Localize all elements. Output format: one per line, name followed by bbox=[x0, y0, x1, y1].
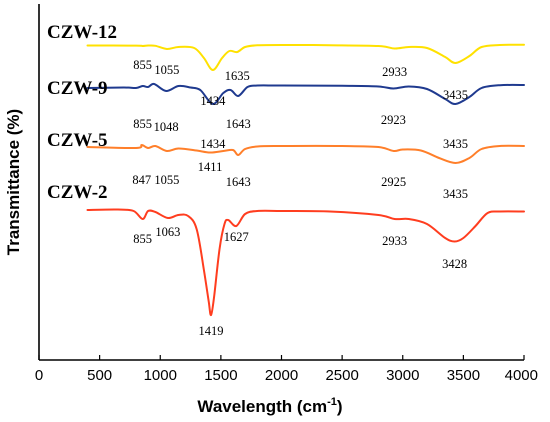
peak-label: 847 bbox=[132, 173, 151, 187]
series-label-czw-12: CZW-12 bbox=[47, 22, 117, 43]
peak-label: 855 bbox=[133, 232, 152, 246]
peak-label: 855 bbox=[133, 117, 152, 131]
x-tick-label: 3000 bbox=[386, 367, 419, 384]
series-labels: CZW-12 CZW-9 CZW-5 CZW-2 bbox=[47, 22, 117, 203]
peak-label: 1434 bbox=[200, 137, 226, 151]
series-label-czw-5: CZW-5 bbox=[47, 130, 108, 151]
peak-label: 855 bbox=[133, 58, 152, 72]
peak-label: 1434 bbox=[200, 94, 226, 108]
peak-label: 1055 bbox=[154, 63, 179, 77]
peak-label: 3435 bbox=[443, 187, 468, 201]
x-tick-label: 3500 bbox=[447, 367, 480, 384]
x-axis-title: Wavelength (cm-1) bbox=[197, 396, 342, 416]
axes bbox=[38, 4, 524, 361]
series-label-czw-9: CZW-9 bbox=[47, 78, 108, 99]
series-line-czw-12 bbox=[86, 43, 525, 71]
peak-label: 1643 bbox=[226, 117, 251, 131]
x-tick-label: 500 bbox=[87, 367, 112, 384]
series-line-czw-9 bbox=[86, 82, 525, 106]
peak-label: 1055 bbox=[154, 173, 179, 187]
x-tick-label: 0 bbox=[35, 367, 43, 384]
peak-label: 1627 bbox=[224, 230, 249, 244]
peak-label: 3428 bbox=[442, 257, 467, 271]
peak-label: 2925 bbox=[381, 175, 406, 189]
peak-label: 1419 bbox=[199, 324, 224, 338]
x-tick-label: 1500 bbox=[204, 367, 237, 384]
peak-label: 1063 bbox=[155, 225, 180, 239]
x-ticks: 0 500 1000 1500 2000 2500 3000 3500 4000 bbox=[35, 355, 538, 384]
x-tick-label: 4000 bbox=[505, 367, 538, 384]
peak-label: 3435 bbox=[443, 137, 468, 151]
peak-label: 1411 bbox=[198, 160, 223, 174]
peak-label: 2933 bbox=[382, 234, 407, 248]
series-label-czw-2: CZW-2 bbox=[47, 182, 108, 203]
spectra-curves bbox=[86, 43, 525, 317]
y-axis-title: Transmittance (%) bbox=[4, 109, 23, 255]
x-tick-label: 2000 bbox=[265, 367, 298, 384]
x-tick-label: 1000 bbox=[144, 367, 177, 384]
series-line-czw-5 bbox=[86, 144, 525, 164]
series-line-czw-2 bbox=[86, 208, 525, 317]
x-tick-label: 2500 bbox=[325, 367, 358, 384]
peak-label: 2933 bbox=[382, 65, 407, 79]
peak-label: 1048 bbox=[154, 120, 179, 134]
peak-label: 1643 bbox=[226, 175, 251, 189]
peak-label: 3435 bbox=[443, 88, 468, 102]
peak-label: 1635 bbox=[225, 69, 250, 83]
peak-label: 2923 bbox=[381, 113, 406, 127]
